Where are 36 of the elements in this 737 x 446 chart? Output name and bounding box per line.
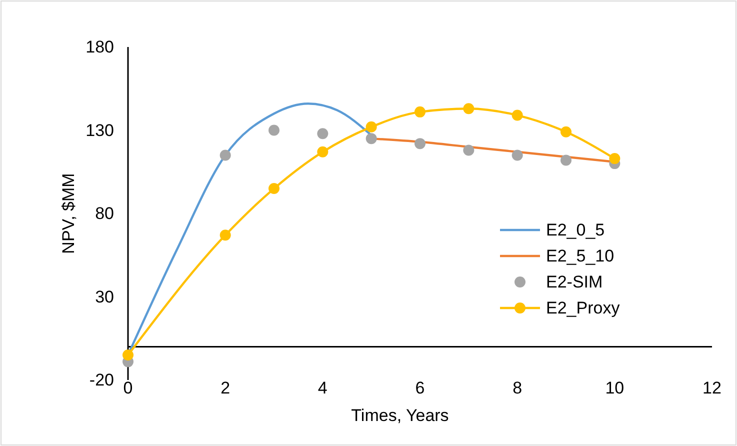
y-tick-label: 30 xyxy=(95,287,114,306)
x-tick-label: 8 xyxy=(512,378,522,398)
legend-label: E2_0_5 xyxy=(546,220,605,240)
point xyxy=(560,154,572,166)
legend-label: E2-SIM xyxy=(546,272,603,292)
y-tick-label: 130 xyxy=(86,120,114,140)
x-tick-label: 2 xyxy=(220,378,230,398)
point xyxy=(560,126,572,138)
point xyxy=(268,183,280,194)
legend-label: E2_Proxy xyxy=(546,298,620,318)
point xyxy=(268,124,280,136)
x-tick-label: 12 xyxy=(702,378,722,398)
y-tick-label: 180 xyxy=(86,38,114,56)
point xyxy=(366,133,377,144)
point xyxy=(317,128,328,140)
x-tick-label: 0 xyxy=(123,378,133,398)
point xyxy=(414,106,426,118)
point xyxy=(512,150,523,161)
point xyxy=(317,146,328,158)
point xyxy=(122,350,134,361)
point xyxy=(366,121,377,132)
x-axis-title: Times, Years xyxy=(351,406,449,425)
legend-label: E2_5_10 xyxy=(546,246,614,266)
point xyxy=(463,103,474,114)
y-axis-title: NPV, $MM xyxy=(59,173,78,254)
y-tick-label: -20 xyxy=(89,370,114,390)
point xyxy=(512,110,523,121)
point xyxy=(463,144,474,156)
x-tick-label: 4 xyxy=(318,378,328,398)
point xyxy=(220,230,231,241)
point xyxy=(609,153,620,164)
point xyxy=(414,138,426,150)
x-tick-label: 10 xyxy=(605,378,624,398)
point xyxy=(220,150,231,161)
x-tick-label: 6 xyxy=(415,378,425,398)
y-tick-label: 80 xyxy=(95,204,114,223)
